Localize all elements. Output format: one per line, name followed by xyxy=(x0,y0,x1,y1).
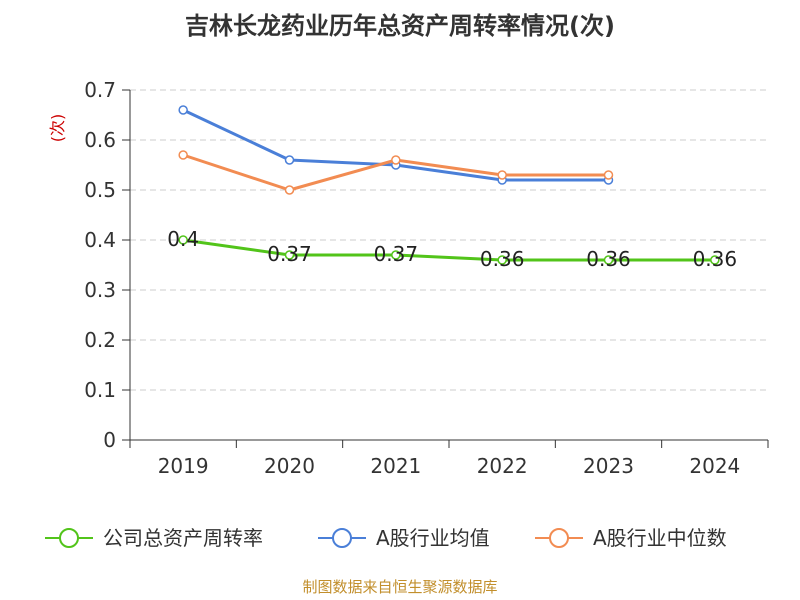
legend-label: A股行业中位数 xyxy=(593,526,727,550)
series-lines xyxy=(182,108,715,262)
x-tick-labels: 2019 2020 2021 2022 2023 2024 xyxy=(158,454,741,478)
legend-marker xyxy=(59,528,79,548)
x-tick-label: 2021 xyxy=(370,454,421,478)
legend-label: 公司总资产周转率 xyxy=(103,526,263,550)
data-source-note: 制图数据来自恒生聚源数据库 xyxy=(302,578,498,596)
x-tick-label: 2023 xyxy=(583,454,634,478)
data-point xyxy=(391,155,401,165)
data-point xyxy=(603,255,614,265)
legend-marker xyxy=(332,528,352,548)
y-tick-label: 0.5 xyxy=(84,178,116,202)
data-label: 0.37 xyxy=(374,242,419,266)
chart-title: 吉林长龙药业历年总资产周转率情况(次) xyxy=(185,12,615,40)
y-tick-label: 0.4 xyxy=(84,228,116,252)
y-tick-label: 0.3 xyxy=(84,278,116,302)
data-point xyxy=(391,250,401,260)
data-point xyxy=(284,155,295,165)
x-tick-label: 2020 xyxy=(264,454,315,478)
y-tick-label: 0 xyxy=(103,428,116,452)
series-line xyxy=(182,238,715,262)
data-label: 0.36 xyxy=(693,247,738,271)
data-point xyxy=(178,105,188,115)
x-tick-label: 2019 xyxy=(158,454,209,478)
data-point xyxy=(284,250,295,260)
data-point xyxy=(178,150,188,160)
axes xyxy=(122,89,769,448)
legend-marker xyxy=(549,528,569,548)
data-label: 0.36 xyxy=(480,247,525,271)
data-label: 0.36 xyxy=(586,247,631,271)
data-label: 0.37 xyxy=(267,242,312,266)
data-point xyxy=(178,235,188,245)
x-tick-label: 2024 xyxy=(689,454,740,478)
data-label: 0.4 xyxy=(167,227,199,251)
data-point xyxy=(497,255,507,265)
y-tick-label: 0.7 xyxy=(84,78,116,102)
data-labels: 0.4 0.37 0.37 0.36 0.36 0.36 xyxy=(167,227,737,271)
series-points xyxy=(178,105,720,265)
data-point xyxy=(497,170,507,180)
legend-label: A股行业均值 xyxy=(376,526,490,550)
y-tick-label: 0.1 xyxy=(84,378,116,402)
y-tick-labels: 0 0.1 0.2 0.3 0.4 0.5 0.6 0.7 xyxy=(84,78,116,452)
legend: 公司总资产周转率 A股行业均值 A股行业中位数 xyxy=(45,526,727,550)
data-point xyxy=(603,170,614,180)
y-tick-label: 0.2 xyxy=(84,328,116,352)
grid-lines xyxy=(130,89,768,391)
x-tick-label: 2022 xyxy=(477,454,528,478)
data-point xyxy=(284,185,295,195)
data-point xyxy=(710,255,720,265)
y-axis-unit-label: (次) xyxy=(48,114,67,143)
y-tick-label: 0.6 xyxy=(84,128,116,152)
